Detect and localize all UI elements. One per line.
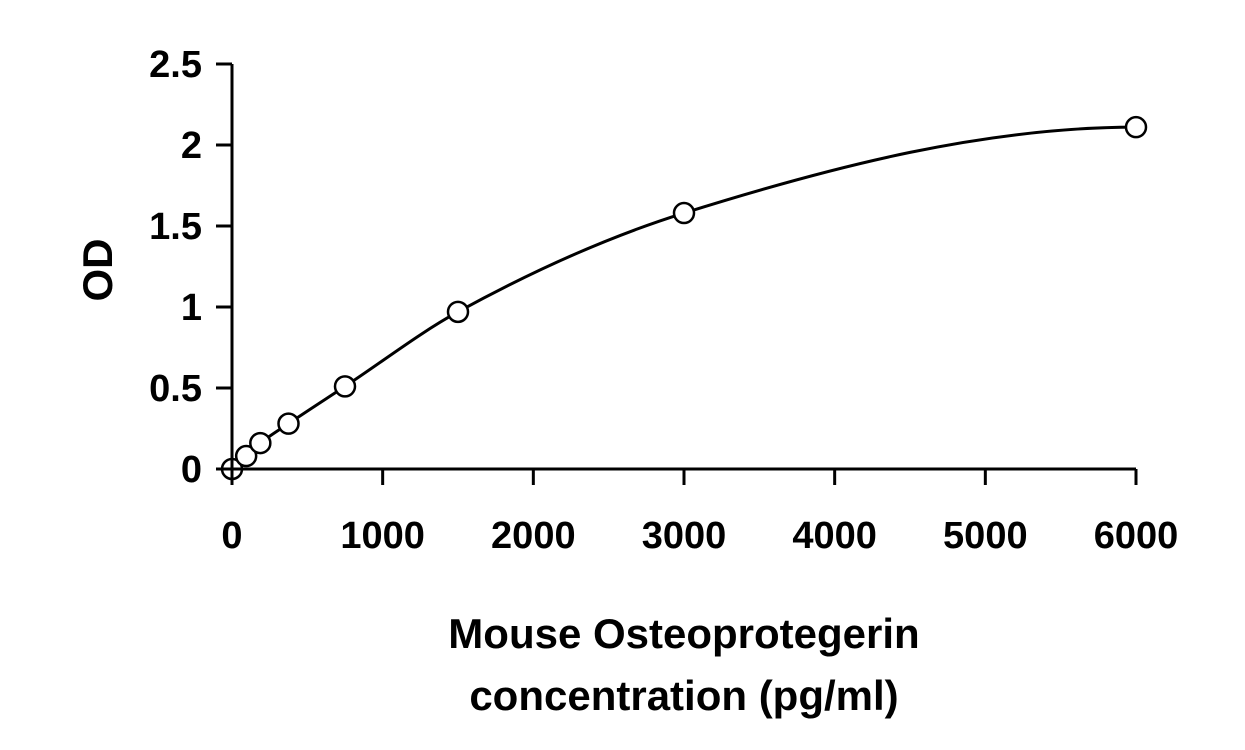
x-tick-label: 3000 xyxy=(642,515,727,557)
x-axis-label-line-1: Mouse Osteoprotegerin xyxy=(448,610,919,657)
x-axis-ticks: 0 1000 2000 3000 4000 5000 6000 xyxy=(221,469,1178,557)
x-tick-label: 2000 xyxy=(491,515,576,557)
x-tick-label: 4000 xyxy=(792,515,877,557)
x-tick-label: 1000 xyxy=(340,515,425,557)
y-tick-label: 1.5 xyxy=(149,206,202,248)
plot-area xyxy=(220,115,1148,481)
x-tick-label: 5000 xyxy=(943,515,1028,557)
data-point xyxy=(234,444,258,468)
data-point xyxy=(333,375,357,398)
data-point xyxy=(249,431,272,455)
y-tick-label: 2 xyxy=(181,125,202,167)
y-axis-ticks: 0 0.5 1 1.5 2 2.5 xyxy=(149,44,232,491)
y-tick-label: 2.5 xyxy=(149,44,202,86)
data-markers xyxy=(220,115,1148,481)
x-tick-label: 6000 xyxy=(1094,515,1179,557)
x-axis-label-line-2: concentration (pg/ml) xyxy=(469,672,898,719)
data-point xyxy=(277,412,300,435)
y-tick-label: 0 xyxy=(181,449,202,491)
x-tick-label: 0 xyxy=(221,515,242,557)
fit-curve-line xyxy=(230,125,1137,471)
data-point xyxy=(1124,115,1148,139)
y-axis-label: OD xyxy=(74,239,121,302)
y-tick-label: 0.5 xyxy=(149,368,202,410)
data-point xyxy=(672,201,696,225)
data-point xyxy=(446,300,470,324)
y-tick-label: 1 xyxy=(181,287,202,329)
